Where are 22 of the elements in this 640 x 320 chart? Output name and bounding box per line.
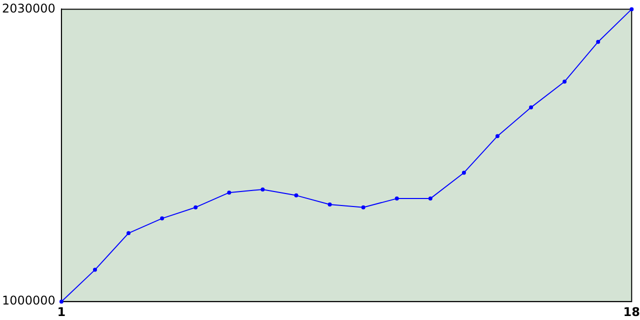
point bbox=[328, 202, 332, 207]
point bbox=[227, 190, 232, 195]
point bbox=[59, 300, 64, 304]
point bbox=[630, 7, 634, 12]
point bbox=[361, 205, 366, 210]
point bbox=[92, 268, 97, 272]
point bbox=[294, 193, 298, 198]
point bbox=[160, 216, 164, 220]
x-tick-label: 18 bbox=[623, 304, 640, 319]
point bbox=[596, 40, 600, 44]
point bbox=[495, 134, 500, 138]
point bbox=[529, 105, 534, 110]
y-tick-label: 2030000 bbox=[2, 1, 56, 16]
y-tick-label: 1000000 bbox=[2, 294, 56, 308]
point bbox=[260, 187, 265, 192]
point bbox=[394, 196, 399, 201]
point bbox=[462, 170, 466, 175]
point bbox=[126, 231, 131, 236]
point bbox=[428, 196, 432, 201]
point bbox=[562, 80, 567, 84]
x-tick-label: 1 bbox=[57, 304, 66, 319]
point bbox=[194, 205, 198, 210]
